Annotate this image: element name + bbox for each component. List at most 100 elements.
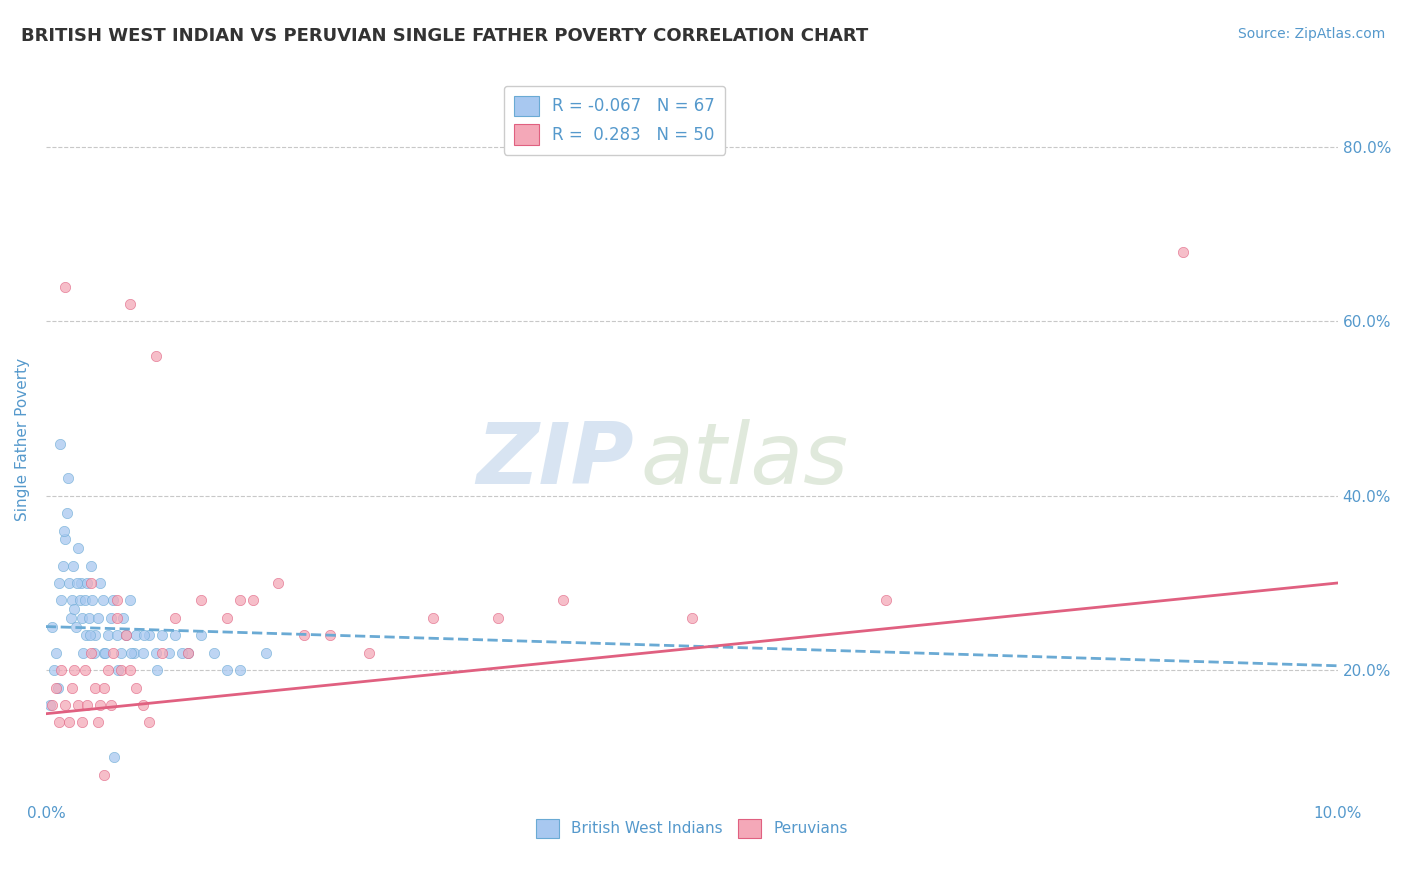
Point bbox=[63, 663, 86, 677]
Point bbox=[118, 297, 141, 311]
Point bbox=[112, 611, 135, 625]
Point bbox=[122, 646, 145, 660]
Point bbox=[84, 681, 107, 695]
Point bbox=[146, 663, 169, 677]
Point bbox=[170, 646, 193, 660]
Point bbox=[67, 541, 90, 555]
Point bbox=[69, 593, 91, 607]
Point bbox=[165, 628, 187, 642]
Point bbox=[875, 593, 897, 607]
Point bbox=[48, 715, 70, 730]
Point bbox=[58, 576, 80, 591]
Point bbox=[70, 715, 93, 730]
Point bbox=[202, 646, 225, 660]
Point bbox=[89, 698, 111, 712]
Point bbox=[73, 663, 96, 677]
Point bbox=[42, 663, 65, 677]
Point bbox=[215, 611, 238, 625]
Point bbox=[115, 628, 138, 642]
Point bbox=[97, 663, 120, 677]
Point bbox=[80, 558, 103, 573]
Point bbox=[1171, 244, 1194, 259]
Point bbox=[486, 611, 509, 625]
Point bbox=[110, 663, 132, 677]
Point bbox=[110, 646, 132, 660]
Point bbox=[100, 611, 122, 625]
Point bbox=[177, 646, 200, 660]
Point bbox=[52, 558, 75, 573]
Point bbox=[94, 646, 117, 660]
Point bbox=[177, 646, 200, 660]
Point bbox=[145, 350, 167, 364]
Text: Source: ZipAtlas.com: Source: ZipAtlas.com bbox=[1237, 27, 1385, 41]
Legend: British West Indians, Peruvians: British West Indians, Peruvians bbox=[530, 813, 853, 844]
Point bbox=[165, 611, 187, 625]
Point bbox=[125, 628, 148, 642]
Point bbox=[125, 681, 148, 695]
Point bbox=[551, 593, 574, 607]
Point bbox=[105, 628, 128, 642]
Point bbox=[51, 593, 73, 607]
Point bbox=[84, 628, 107, 642]
Point bbox=[56, 471, 79, 485]
Point bbox=[41, 698, 63, 712]
Point bbox=[319, 628, 342, 642]
Point bbox=[75, 628, 97, 642]
Point bbox=[190, 593, 212, 607]
Text: ZIP: ZIP bbox=[477, 419, 634, 502]
Point bbox=[292, 628, 315, 642]
Point bbox=[107, 663, 129, 677]
Point bbox=[118, 663, 141, 677]
Point bbox=[357, 646, 380, 660]
Point bbox=[77, 611, 100, 625]
Point bbox=[41, 619, 63, 633]
Point bbox=[76, 576, 98, 591]
Point bbox=[120, 646, 142, 660]
Point bbox=[86, 611, 108, 625]
Point bbox=[138, 715, 160, 730]
Point bbox=[93, 646, 115, 660]
Point bbox=[82, 593, 104, 607]
Point bbox=[93, 681, 115, 695]
Point bbox=[254, 646, 277, 660]
Point bbox=[46, 681, 69, 695]
Point bbox=[138, 628, 160, 642]
Point bbox=[267, 576, 290, 591]
Point bbox=[228, 663, 250, 677]
Point bbox=[53, 279, 76, 293]
Point bbox=[101, 593, 124, 607]
Text: atlas: atlas bbox=[640, 419, 848, 502]
Y-axis label: Single Father Poverty: Single Father Poverty bbox=[15, 358, 30, 521]
Point bbox=[45, 681, 67, 695]
Point bbox=[73, 593, 96, 607]
Point bbox=[132, 698, 155, 712]
Point bbox=[62, 558, 84, 573]
Point bbox=[38, 698, 60, 712]
Point bbox=[145, 646, 167, 660]
Point bbox=[86, 715, 108, 730]
Point bbox=[83, 646, 105, 660]
Point bbox=[103, 750, 125, 764]
Point bbox=[65, 619, 87, 633]
Point bbox=[51, 663, 73, 677]
Point bbox=[58, 715, 80, 730]
Point bbox=[150, 628, 173, 642]
Point bbox=[93, 768, 115, 782]
Point bbox=[53, 698, 76, 712]
Point bbox=[215, 663, 238, 677]
Point bbox=[97, 628, 120, 642]
Point bbox=[79, 628, 101, 642]
Point bbox=[89, 576, 111, 591]
Point bbox=[422, 611, 444, 625]
Point bbox=[67, 698, 90, 712]
Point bbox=[91, 593, 114, 607]
Point bbox=[45, 646, 67, 660]
Point bbox=[150, 646, 173, 660]
Point bbox=[105, 593, 128, 607]
Point bbox=[70, 611, 93, 625]
Point bbox=[48, 576, 70, 591]
Point bbox=[59, 611, 82, 625]
Point bbox=[228, 593, 250, 607]
Point bbox=[72, 646, 94, 660]
Point bbox=[681, 611, 703, 625]
